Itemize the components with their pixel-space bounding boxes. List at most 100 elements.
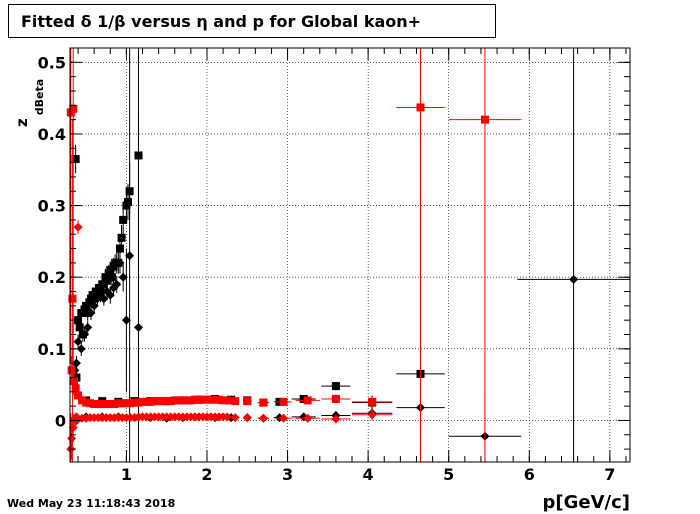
diamond-marker xyxy=(230,413,240,423)
diamond-marker xyxy=(258,413,268,423)
square-marker xyxy=(331,394,340,403)
diamond-marker xyxy=(242,413,252,423)
x-tick-label: 6 xyxy=(524,465,535,484)
square-marker xyxy=(174,396,183,405)
diamond-marker xyxy=(71,358,81,368)
square-marker xyxy=(190,395,199,404)
square-marker xyxy=(154,397,163,406)
square-marker xyxy=(82,398,91,407)
square-marker xyxy=(416,103,425,112)
diamond-marker xyxy=(80,330,90,340)
diamond-marker xyxy=(112,279,122,289)
square-marker xyxy=(94,399,103,408)
square-marker xyxy=(331,382,340,391)
chart-title: Fitted δ 1/β versus η and p for Global k… xyxy=(21,12,422,31)
square-marker xyxy=(74,316,83,325)
square-marker xyxy=(69,104,78,113)
diamond-marker xyxy=(115,258,125,268)
square-marker xyxy=(74,391,83,400)
square-marker xyxy=(134,398,143,407)
square-marker xyxy=(117,233,126,242)
x-tick-label: 7 xyxy=(604,465,615,484)
diamond-marker xyxy=(133,322,143,332)
square-marker xyxy=(103,276,112,285)
diamond-marker xyxy=(73,222,83,232)
y-tick-label: 0.5 xyxy=(38,53,66,72)
square-marker xyxy=(279,397,288,406)
square-marker xyxy=(130,398,139,407)
x-tick-label: 3 xyxy=(282,465,293,484)
square-marker xyxy=(98,399,107,408)
square-marker xyxy=(227,395,236,404)
square-marker xyxy=(114,399,123,408)
square-marker xyxy=(126,399,135,408)
y-tick-label: 0.1 xyxy=(38,340,66,359)
diamond-marker xyxy=(99,294,109,304)
diamond-marker xyxy=(73,337,83,347)
square-marker xyxy=(211,395,220,404)
square-marker xyxy=(75,323,84,332)
diamond-marker xyxy=(89,301,99,311)
square-marker xyxy=(207,395,216,404)
square-marker xyxy=(480,115,489,124)
diamond-marker xyxy=(222,412,232,422)
square-marker xyxy=(162,397,171,406)
square-marker xyxy=(150,397,159,406)
diamond-marker xyxy=(121,315,131,325)
square-marker xyxy=(158,397,167,406)
diamond-marker xyxy=(105,290,115,300)
square-marker xyxy=(90,399,99,408)
x-tick-label: 1 xyxy=(121,465,132,484)
square-marker xyxy=(78,396,87,405)
diamond-marker xyxy=(118,272,128,282)
diamond-marker xyxy=(83,322,93,332)
diamond-marker xyxy=(303,413,313,423)
square-marker xyxy=(198,395,207,404)
x-tick-label: 2 xyxy=(201,465,212,484)
square-marker xyxy=(118,399,127,408)
square-marker xyxy=(71,384,80,393)
square-marker xyxy=(68,294,77,303)
y-tick-label: 0 xyxy=(55,411,66,430)
square-marker xyxy=(106,399,115,408)
y-tick-label: 0.4 xyxy=(38,125,66,144)
square-marker xyxy=(142,397,151,406)
square-marker xyxy=(138,397,147,406)
square-marker xyxy=(223,396,232,405)
square-marker xyxy=(194,395,203,404)
diamond-marker xyxy=(569,274,579,284)
diamond-marker xyxy=(86,308,96,318)
y-tick-label: 0.2 xyxy=(38,268,66,287)
diamond-marker xyxy=(279,413,289,423)
square-marker xyxy=(119,215,128,224)
square-marker xyxy=(182,396,191,405)
square-marker xyxy=(299,394,308,403)
square-marker xyxy=(178,396,187,405)
square-marker xyxy=(215,395,224,404)
y-tick-label: 0.3 xyxy=(38,197,66,216)
square-marker xyxy=(122,399,131,408)
square-marker xyxy=(124,197,133,206)
square-marker xyxy=(102,399,111,408)
square-marker xyxy=(259,398,268,407)
square-marker xyxy=(202,395,211,404)
axes: 1 2 3 4 5 6 7 0 0.1 0.2 0.3 0.4 0.5 xyxy=(38,48,630,484)
square-marker xyxy=(110,399,119,408)
diamond-marker xyxy=(67,433,77,443)
diamond-marker xyxy=(367,410,377,420)
diamond-marker xyxy=(125,251,135,261)
data-points xyxy=(66,48,630,462)
y-axis-label: zdBeta xyxy=(13,79,46,127)
timestamp: Wed May 23 11:18:43 2018 xyxy=(7,497,176,510)
square-marker xyxy=(186,396,195,405)
square-marker xyxy=(243,397,252,406)
x-tick-label: 4 xyxy=(363,465,374,484)
square-marker xyxy=(303,396,312,405)
chart-title-box: Fitted δ 1/β versus η and p for Global k… xyxy=(8,4,496,38)
square-marker xyxy=(86,399,95,408)
plot-frame xyxy=(69,47,631,463)
diamond-marker xyxy=(331,414,341,424)
x-axis-label: p[GeV/c] xyxy=(543,492,631,513)
square-marker xyxy=(166,397,175,406)
